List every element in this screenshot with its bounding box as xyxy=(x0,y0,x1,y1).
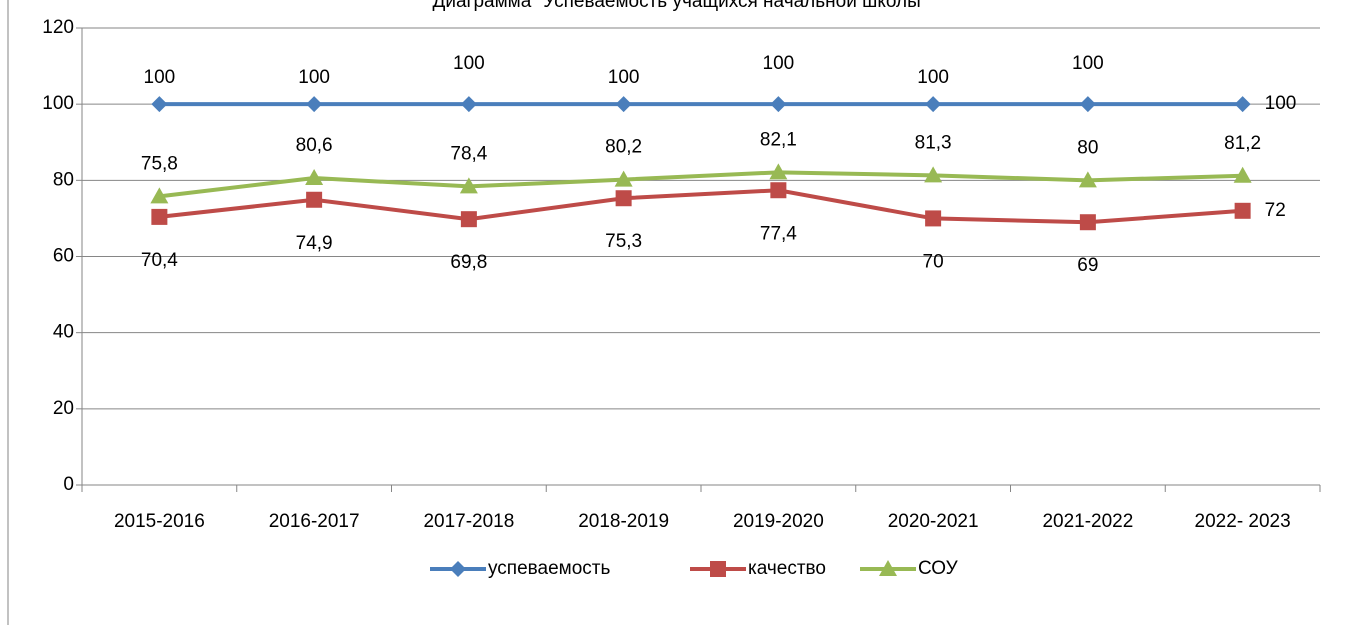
data-label: 69,8 xyxy=(450,252,487,273)
marker xyxy=(306,191,323,208)
marker xyxy=(306,96,323,113)
data-label: 75,3 xyxy=(605,231,642,252)
series-line xyxy=(159,188,1243,225)
data-label: 100 xyxy=(608,67,640,88)
data-label: 77,4 xyxy=(760,223,797,244)
data-label: 100 xyxy=(298,67,330,88)
data-label: 100 xyxy=(453,53,485,74)
marker xyxy=(769,163,788,180)
y-tick-label: 80 xyxy=(53,169,74,190)
marker xyxy=(1078,171,1097,188)
data-label: 100 xyxy=(917,67,949,88)
y-tick-label: 0 xyxy=(63,474,74,495)
marker xyxy=(150,187,169,204)
x-tick-label: 2021-2022 xyxy=(1042,511,1133,532)
y-tick-label: 100 xyxy=(42,93,74,114)
data-label: 100 xyxy=(1265,93,1297,114)
data-label: 82,1 xyxy=(760,129,797,150)
marker xyxy=(925,210,942,227)
marker xyxy=(1079,96,1096,113)
data-label: 78,4 xyxy=(450,143,487,164)
data-label: 100 xyxy=(1072,53,1104,74)
x-tick-label: 2020-2021 xyxy=(888,511,979,532)
marker xyxy=(459,177,478,194)
y-tick-label: 60 xyxy=(53,246,74,267)
series-line xyxy=(159,170,1243,199)
marker xyxy=(615,96,632,113)
marker xyxy=(879,560,897,576)
marker xyxy=(615,190,632,207)
data-label: 72 xyxy=(1265,200,1286,221)
marker xyxy=(1234,202,1251,219)
data-label: 81,3 xyxy=(915,132,952,153)
y-tick-label: 120 xyxy=(42,17,74,38)
marker xyxy=(1079,214,1096,231)
marker xyxy=(770,96,787,113)
data-label: 100 xyxy=(144,67,176,88)
x-tick-label: 2017-2018 xyxy=(423,511,514,532)
y-tick-label: 20 xyxy=(53,398,74,419)
legend-label: качество xyxy=(748,558,826,579)
marker xyxy=(614,170,633,187)
marker xyxy=(151,96,168,113)
marker xyxy=(460,211,477,228)
data-label: 80,2 xyxy=(605,137,642,158)
x-tick-label: 2018-2019 xyxy=(578,511,669,532)
legend-label: успеваемость xyxy=(488,558,610,579)
marker xyxy=(1233,166,1252,183)
data-label: 80 xyxy=(1077,137,1098,158)
marker xyxy=(450,561,466,577)
data-label: 81,2 xyxy=(1224,133,1261,154)
x-tick-label: 2019-2020 xyxy=(733,511,824,532)
chart-title: Диаграмма "Успеваемость учащихся начальн… xyxy=(432,0,927,12)
data-label: 80,6 xyxy=(296,135,333,156)
data-label: 70,4 xyxy=(141,250,178,271)
marker xyxy=(460,96,477,113)
data-label: 74,9 xyxy=(296,233,333,254)
data-label: 75,8 xyxy=(141,153,178,174)
marker xyxy=(710,561,726,577)
marker xyxy=(1234,96,1251,113)
marker xyxy=(925,96,942,113)
marker xyxy=(305,169,324,186)
data-label: 69 xyxy=(1077,255,1098,276)
marker xyxy=(770,182,787,199)
data-label: 70 xyxy=(923,251,944,272)
y-tick-label: 40 xyxy=(53,322,74,343)
marker xyxy=(924,166,943,183)
legend-label: СОУ xyxy=(918,558,959,579)
x-tick-label: 2015-2016 xyxy=(114,511,205,532)
data-label: 100 xyxy=(763,53,795,74)
marker xyxy=(151,208,168,225)
x-tick-label: 2022- 2023 xyxy=(1195,511,1291,532)
x-tick-label: 2016-2017 xyxy=(269,511,360,532)
